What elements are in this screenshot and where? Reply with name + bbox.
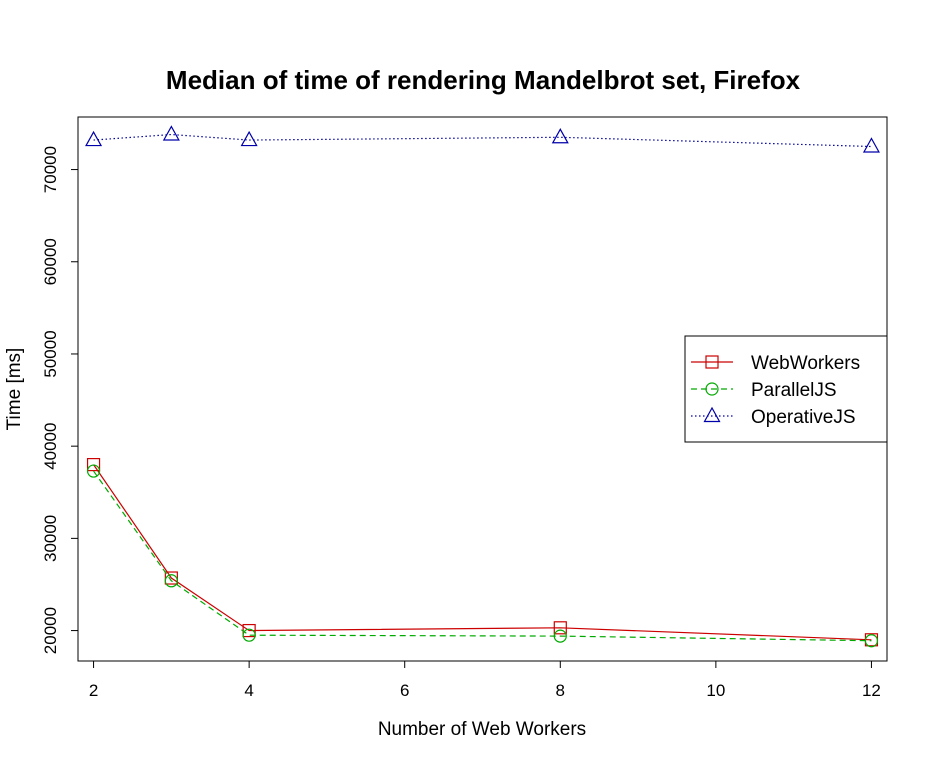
x-tick-label: 8 bbox=[556, 681, 565, 700]
square-marker bbox=[86, 458, 101, 472]
series-line bbox=[93, 464, 872, 641]
chart-title: Median of time of rendering Mandelbrot s… bbox=[166, 65, 801, 95]
triangle-marker bbox=[85, 130, 103, 147]
legend-box bbox=[684, 335, 888, 443]
y-tick-label: 40000 bbox=[41, 423, 60, 470]
triangle-marker bbox=[862, 137, 880, 153]
circle-marker bbox=[86, 464, 101, 478]
circle-marker bbox=[705, 382, 719, 396]
square-marker bbox=[164, 571, 178, 585]
y-tick-label: 70000 bbox=[41, 146, 60, 193]
x-axis-label: Number of Web Workers bbox=[378, 719, 586, 740]
square-marker bbox=[553, 621, 567, 635]
square-marker bbox=[705, 355, 719, 369]
y-tick-label: 20000 bbox=[41, 607, 60, 654]
series-webworkers bbox=[86, 458, 879, 647]
x-tick-label: 6 bbox=[400, 681, 409, 700]
circle-marker bbox=[553, 629, 567, 643]
series-operativejs bbox=[85, 125, 880, 153]
legend-label: ParallelJS bbox=[751, 380, 837, 401]
legend-item: ParallelJS bbox=[691, 380, 837, 401]
y-tick-label: 60000 bbox=[41, 238, 60, 285]
x-tick-label: 4 bbox=[244, 681, 253, 700]
series-layer bbox=[85, 125, 880, 648]
series-line bbox=[93, 470, 872, 642]
y-axis-label: Time [ms] bbox=[4, 348, 25, 431]
legend-label: OperativeJS bbox=[751, 407, 856, 428]
triangle-marker bbox=[240, 130, 258, 147]
legend: WebWorkers ParallelJS OperativeJS bbox=[684, 335, 888, 443]
legend-label: WebWorkers bbox=[751, 353, 860, 374]
circle-marker bbox=[164, 574, 178, 588]
y-tick-label: 50000 bbox=[41, 330, 60, 377]
y-axis: 20000 30000 40000 50000 60000 70000 bbox=[41, 146, 79, 654]
series-line bbox=[93, 133, 872, 148]
x-axis: 2 4 6 8 10 12 bbox=[89, 660, 881, 700]
triangle-marker bbox=[162, 125, 180, 141]
legend-item: WebWorkers bbox=[691, 353, 860, 374]
triangle-marker bbox=[551, 128, 569, 144]
x-tick-label: 12 bbox=[862, 681, 881, 700]
y-tick-label: 30000 bbox=[41, 515, 60, 562]
circle-marker bbox=[864, 634, 879, 648]
circle-marker bbox=[242, 628, 256, 642]
series-paralleljs bbox=[86, 464, 879, 648]
x-tick-label: 2 bbox=[89, 681, 98, 700]
legend-item: OperativeJS bbox=[691, 406, 856, 428]
x-tick-label: 10 bbox=[706, 681, 725, 700]
triangle-marker bbox=[703, 406, 721, 423]
